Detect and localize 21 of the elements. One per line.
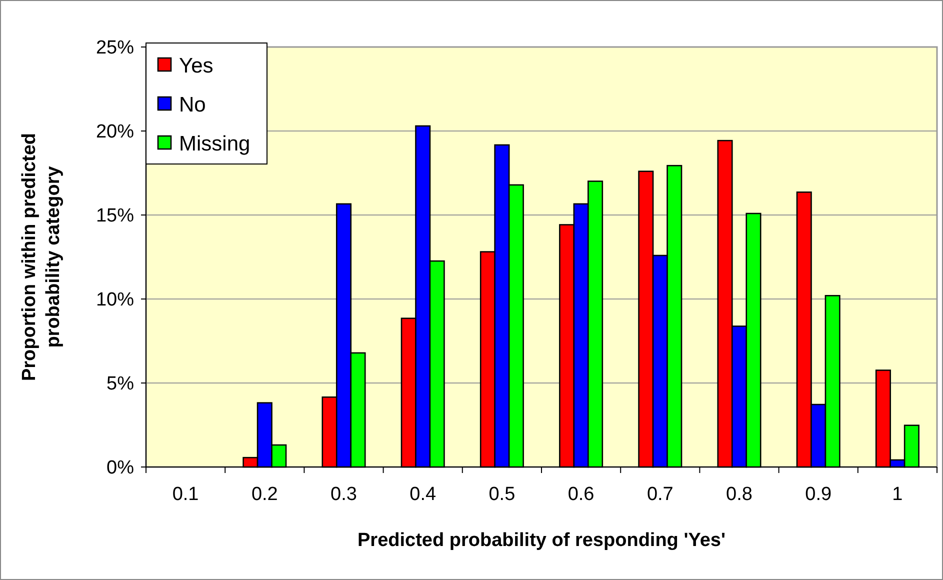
x-axis-title: Predicted probability of responding 'Yes' [358,530,726,551]
x-tick-label: 0.8 [726,484,752,505]
y-tick-label: 0% [106,458,134,479]
x-tick-label: 0.3 [330,484,357,505]
y-tick-label: 15% [96,206,134,227]
x-tick-label: 0.2 [251,484,278,505]
x-tick-label: 0.4 [410,484,436,505]
y-tick-label: 5% [106,374,134,395]
y-tick-label: 10% [96,290,134,311]
x-tick-label: 0.1 [172,484,199,505]
x-tick-label: 0.7 [646,484,674,505]
y-tick-label: 20% [96,122,134,143]
x-tick-label: 0.6 [568,484,594,505]
y-tick-label: 25% [96,38,134,59]
x-tick-label: 0.5 [488,484,516,505]
legend-label: No [179,93,206,116]
y-axis-title: Proportion within predicted probability category [19,132,64,382]
legend-label: Missing [179,132,250,156]
x-tick-label: 0.9 [805,484,832,505]
legend-label: Yes [179,54,214,78]
x-tick-label: 1 [892,484,903,505]
